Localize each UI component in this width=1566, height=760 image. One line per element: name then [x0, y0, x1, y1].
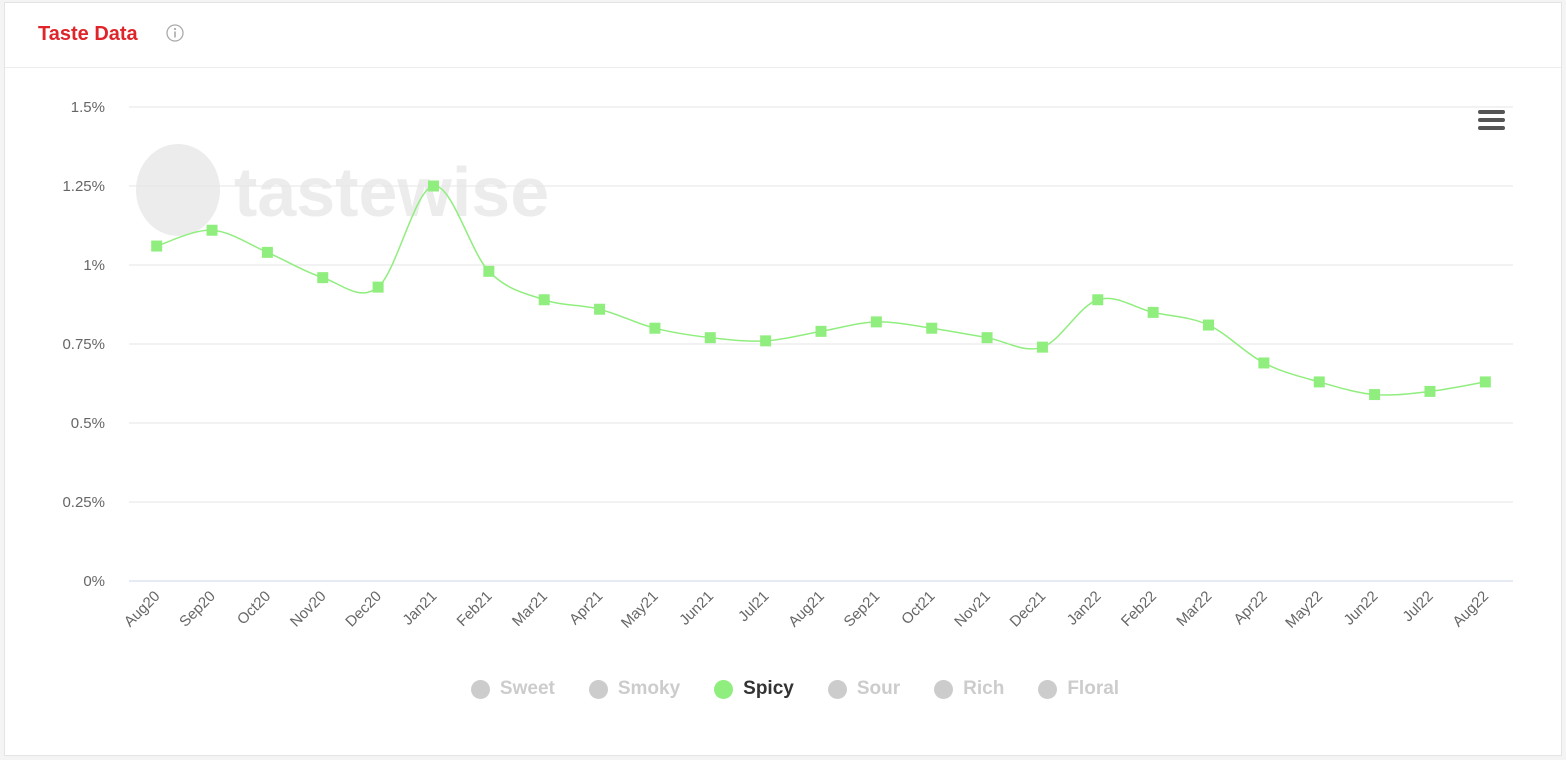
x-tick-label: Aug20: [121, 588, 164, 631]
x-tick-label: Apr21: [566, 588, 606, 628]
x-tick-label: Sep21: [840, 588, 883, 631]
data-point-marker[interactable]: [1203, 319, 1215, 331]
legend-label: Smoky: [617, 678, 681, 699]
data-point-marker[interactable]: [926, 322, 938, 334]
data-point-marker[interactable]: [261, 246, 273, 258]
info-icon[interactable]: [165, 23, 185, 43]
x-tick-label: Apr22: [1230, 588, 1270, 628]
legend-marker: [470, 679, 490, 699]
data-point-marker[interactable]: [981, 332, 993, 344]
y-tick-label: 0%: [83, 573, 105, 590]
x-tick-label: Dec21: [1007, 588, 1050, 631]
y-tick-label: 0.25%: [62, 494, 105, 511]
x-tick-label: Oct21: [898, 588, 938, 628]
data-point-marker[interactable]: [1369, 389, 1381, 401]
data-point-marker[interactable]: [317, 272, 329, 284]
x-tick-label: Feb22: [1118, 588, 1160, 630]
x-tick-label: Aug22: [1449, 588, 1492, 631]
x-tick-label: Feb21: [454, 588, 496, 630]
data-point-marker[interactable]: [483, 265, 495, 277]
x-tick-label: Mar22: [1173, 588, 1215, 630]
x-tick-label: Oct20: [234, 588, 274, 628]
card-header: Taste Data: [5, 3, 1561, 68]
watermark-text: tastewise: [234, 153, 549, 231]
data-point-marker[interactable]: [1092, 294, 1104, 306]
x-tick-label: Jul22: [1399, 588, 1436, 625]
hamburger-menu-icon: [1478, 110, 1505, 114]
data-point-marker[interactable]: [649, 322, 661, 334]
data-point-marker[interactable]: [815, 325, 827, 337]
data-point-marker[interactable]: [704, 332, 716, 344]
y-tick-label: 1%: [83, 257, 105, 274]
legend-label: Spicy: [743, 678, 794, 699]
data-point-marker[interactable]: [206, 224, 218, 236]
data-point-marker[interactable]: [1313, 376, 1325, 388]
data-point-marker[interactable]: [1479, 376, 1491, 388]
legend-label: Sweet: [499, 678, 555, 699]
tastewise-watermark: tastewise: [136, 144, 549, 236]
series-spicy: [151, 180, 1491, 401]
y-tick-label: 1.25%: [62, 178, 105, 195]
y-tick-label: 1.5%: [71, 99, 105, 116]
x-tick-label: Nov21: [951, 588, 994, 631]
card-title: Taste Data: [38, 23, 138, 45]
x-axis: Aug20 Sep20 Oct20 Nov20 Dec20 Jan21 Feb21 Mar21…: [121, 588, 1492, 632]
legend-marker: [588, 679, 608, 699]
x-tick-label: Jul21: [735, 588, 772, 625]
x-tick-label: Dec20: [342, 588, 385, 631]
chart-menu-button[interactable]: [1476, 110, 1508, 138]
data-point-marker[interactable]: [372, 281, 384, 293]
chart-grid: [129, 106, 1513, 582]
data-point-marker[interactable]: [538, 294, 550, 306]
data-point-marker[interactable]: [870, 316, 882, 328]
data-point-marker[interactable]: [1036, 341, 1048, 353]
x-tick-label: Jan22: [1064, 588, 1105, 629]
chart-legend: Sweet Smoky Spicy Sour Rich Floral: [0, 674, 1566, 704]
x-tick-label: Sep20: [176, 588, 219, 631]
data-point-marker[interactable]: [594, 303, 606, 315]
data-point-marker[interactable]: [151, 240, 163, 252]
data-point-marker[interactable]: [1424, 385, 1436, 397]
legend-label: Floral: [1067, 678, 1120, 699]
x-tick-label: May22: [1282, 588, 1326, 632]
legend-label: Rich: [963, 678, 1005, 699]
legend-item-smoky[interactable]: Smoky: [588, 678, 681, 700]
taste-data-card: Taste Data: [4, 2, 1562, 756]
x-tick-label: Nov20: [287, 588, 330, 631]
legend-label: Sour: [856, 678, 901, 699]
x-tick-label: May21: [618, 588, 662, 632]
legend-item-sweet[interactable]: Sweet: [470, 678, 555, 700]
y-axis: 0% 0.25% 0.5% 0.75% 1% 1.25% 1.5%: [62, 99, 105, 590]
legend-item-rich[interactable]: Rich: [934, 678, 1004, 700]
legend-item-floral[interactable]: Floral: [1038, 678, 1119, 700]
data-point-marker[interactable]: [760, 335, 772, 347]
x-tick-label: Mar21: [509, 588, 551, 630]
legend-item-spicy[interactable]: Spicy: [714, 678, 794, 700]
data-point-marker[interactable]: [1258, 357, 1270, 369]
legend-marker: [714, 679, 734, 699]
x-tick-label: Jun21: [676, 588, 717, 629]
legend-marker: [934, 679, 954, 699]
data-point-marker[interactable]: [427, 180, 439, 192]
legend-item-sour[interactable]: Sour: [827, 678, 901, 700]
x-tick-label: Jun22: [1341, 588, 1382, 629]
y-tick-label: 0.75%: [62, 336, 105, 353]
legend-marker: [1038, 679, 1058, 699]
legend-marker: [827, 679, 847, 699]
y-tick-label: 0.5%: [71, 415, 105, 432]
tastewise-logo-icon: [136, 144, 220, 236]
x-tick-label: Aug21: [785, 588, 828, 631]
x-tick-label: Jan21: [399, 588, 440, 629]
data-point-marker[interactable]: [1147, 306, 1159, 318]
